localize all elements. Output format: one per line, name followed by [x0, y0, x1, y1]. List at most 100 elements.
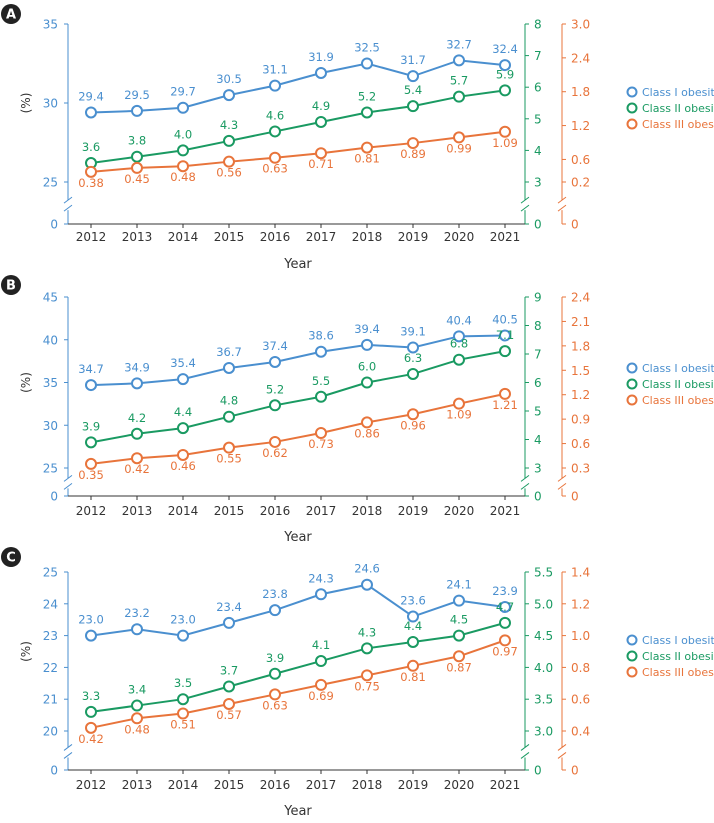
data-point	[499, 634, 511, 647]
data-label: 4.9	[312, 99, 330, 113]
data-label: 31.9	[308, 50, 334, 64]
mid-axis-break	[520, 196, 530, 212]
data-label: 4.3	[220, 118, 238, 132]
x-tick-label: 2014	[168, 504, 199, 518]
series-line-class-3	[90, 130, 506, 173]
x-tick-label: 2021	[490, 504, 521, 518]
mid-zero-label: 0	[534, 764, 542, 778]
x-tick-label: 2018	[352, 230, 383, 244]
data-label: 24.1	[446, 578, 472, 592]
data-point	[453, 594, 465, 607]
series-line-class-2	[90, 89, 506, 165]
y-axis-title: (%)	[19, 93, 33, 114]
data-label: 4.4	[404, 619, 422, 633]
data-point	[269, 435, 281, 448]
data-label: 4.6	[266, 108, 284, 122]
data-label: 34.7	[78, 362, 104, 376]
mid-tick-label: 8	[534, 18, 542, 32]
data-point	[361, 578, 373, 591]
data-label: 3.8	[128, 134, 146, 148]
data-label: 24.3	[308, 571, 334, 585]
data-point	[315, 655, 327, 668]
data-point	[453, 131, 465, 144]
data-label: 24.6	[354, 562, 380, 576]
data-point	[407, 635, 419, 648]
data-label: 30.5	[216, 72, 242, 86]
mid-tick-label: 4.0	[534, 661, 553, 675]
legend-label: Class III obesity	[642, 394, 714, 407]
data-point	[131, 712, 143, 725]
data-point	[131, 452, 143, 465]
legend-label: Class II obesity	[642, 650, 714, 663]
data-label: 6.0	[358, 360, 376, 374]
data-label: 23.8	[262, 587, 288, 601]
data-label: 0.63	[262, 698, 288, 712]
panel-badge	[1, 4, 21, 24]
mid-tick-label: 3.0	[534, 725, 553, 739]
right-axis-break	[557, 196, 567, 212]
data-point	[269, 399, 281, 412]
data-point	[453, 330, 465, 343]
mid-tick-label: 5.5	[534, 566, 553, 580]
data-point	[131, 161, 143, 174]
data-point	[361, 669, 373, 682]
x-tick-label: 2017	[306, 778, 337, 792]
data-point	[177, 101, 189, 114]
data-label: 29.5	[124, 88, 150, 102]
right-tick-label: 0.2	[571, 176, 590, 190]
mid-tick-label: 5	[534, 112, 542, 126]
data-label: 4.1	[312, 638, 330, 652]
data-point	[177, 693, 189, 706]
data-label: 4.5	[450, 613, 468, 627]
data-label: 0.35	[78, 468, 104, 482]
left-tick-label: 20	[43, 725, 58, 739]
x-axis-title: Year	[283, 530, 312, 545]
x-tick-label: 2012	[76, 230, 107, 244]
legend-marker	[626, 634, 638, 646]
mid-tick-label: 7	[534, 49, 542, 63]
data-label: 0.71	[308, 157, 334, 171]
data-point	[223, 89, 235, 102]
series-line-class-1	[90, 59, 506, 114]
mid-tick-label: 9	[534, 291, 542, 305]
left-tick-label: 30	[43, 97, 58, 111]
data-label: 31.1	[262, 63, 288, 77]
data-point	[85, 457, 97, 470]
legend-label: Class I obesity	[642, 634, 714, 647]
right-tick-label: 0.6	[571, 693, 590, 707]
data-point	[453, 629, 465, 642]
series-line-class-3	[90, 639, 506, 729]
data-label: 32.5	[354, 41, 380, 55]
left-tick-label: 25	[43, 462, 58, 476]
data-point	[269, 151, 281, 164]
x-tick-label: 2020	[444, 504, 475, 518]
data-point	[223, 410, 235, 423]
left-tick-label: 23	[43, 629, 58, 643]
data-point	[499, 329, 511, 342]
data-point	[315, 345, 327, 358]
data-point	[499, 345, 511, 358]
mid-tick-label: 6	[534, 376, 542, 390]
mid-tick-label: 7	[534, 348, 542, 362]
data-label: 34.9	[124, 360, 150, 374]
data-point	[269, 355, 281, 368]
mid-axis-break	[520, 475, 530, 490]
data-point	[85, 705, 97, 718]
data-label: 0.75	[354, 679, 380, 693]
right-tick-label: 1.4	[571, 566, 590, 580]
data-point	[407, 367, 419, 380]
data-point	[361, 642, 373, 655]
data-label: 3.9	[266, 651, 284, 665]
data-label: 0.86	[354, 426, 380, 440]
data-label: 32.4	[492, 42, 518, 56]
right-tick-label: 0.6	[571, 153, 590, 167]
data-label: 0.56	[216, 166, 242, 180]
data-point	[315, 426, 327, 439]
mid-tick-label: 8	[534, 319, 542, 333]
data-label: 29.7	[170, 85, 196, 99]
data-label: 5.2	[266, 382, 284, 396]
x-tick-label: 2019	[398, 778, 429, 792]
data-point	[361, 57, 373, 70]
